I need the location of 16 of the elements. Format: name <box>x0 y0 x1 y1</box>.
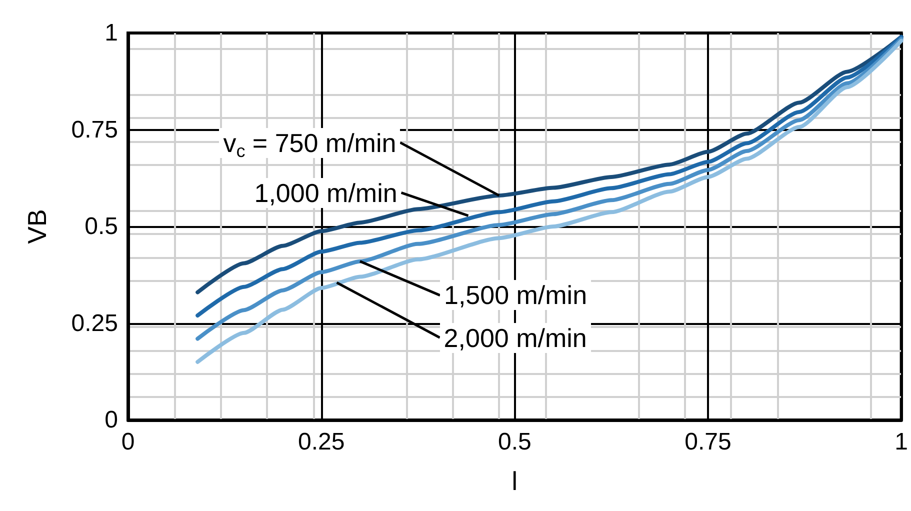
y-tick-label: 0.75 <box>71 116 118 144</box>
x-tick-label: 0.25 <box>298 428 345 456</box>
y-tick-label: 1 <box>104 20 118 46</box>
y-tick-label: 0.5 <box>84 213 118 240</box>
x-tick-label: 0.5 <box>498 428 532 456</box>
x-tick-label: 1 <box>894 428 908 456</box>
annotation: 2,000 m/min <box>440 322 591 353</box>
annotation: 1,000 m/min <box>250 178 402 208</box>
annotation: v$_{c}$ = 750 m/min <box>219 128 400 161</box>
annotation: 1,500 m/min <box>440 280 592 310</box>
x-axis-title: l <box>512 466 518 496</box>
x-tick-label: 0.75 <box>684 428 732 456</box>
y-tick-label: 0.25 <box>71 310 118 337</box>
y-axis-title: VB <box>22 209 52 244</box>
y-tick-label: 0 <box>104 406 118 434</box>
x-tick-label: 0 <box>121 428 135 456</box>
